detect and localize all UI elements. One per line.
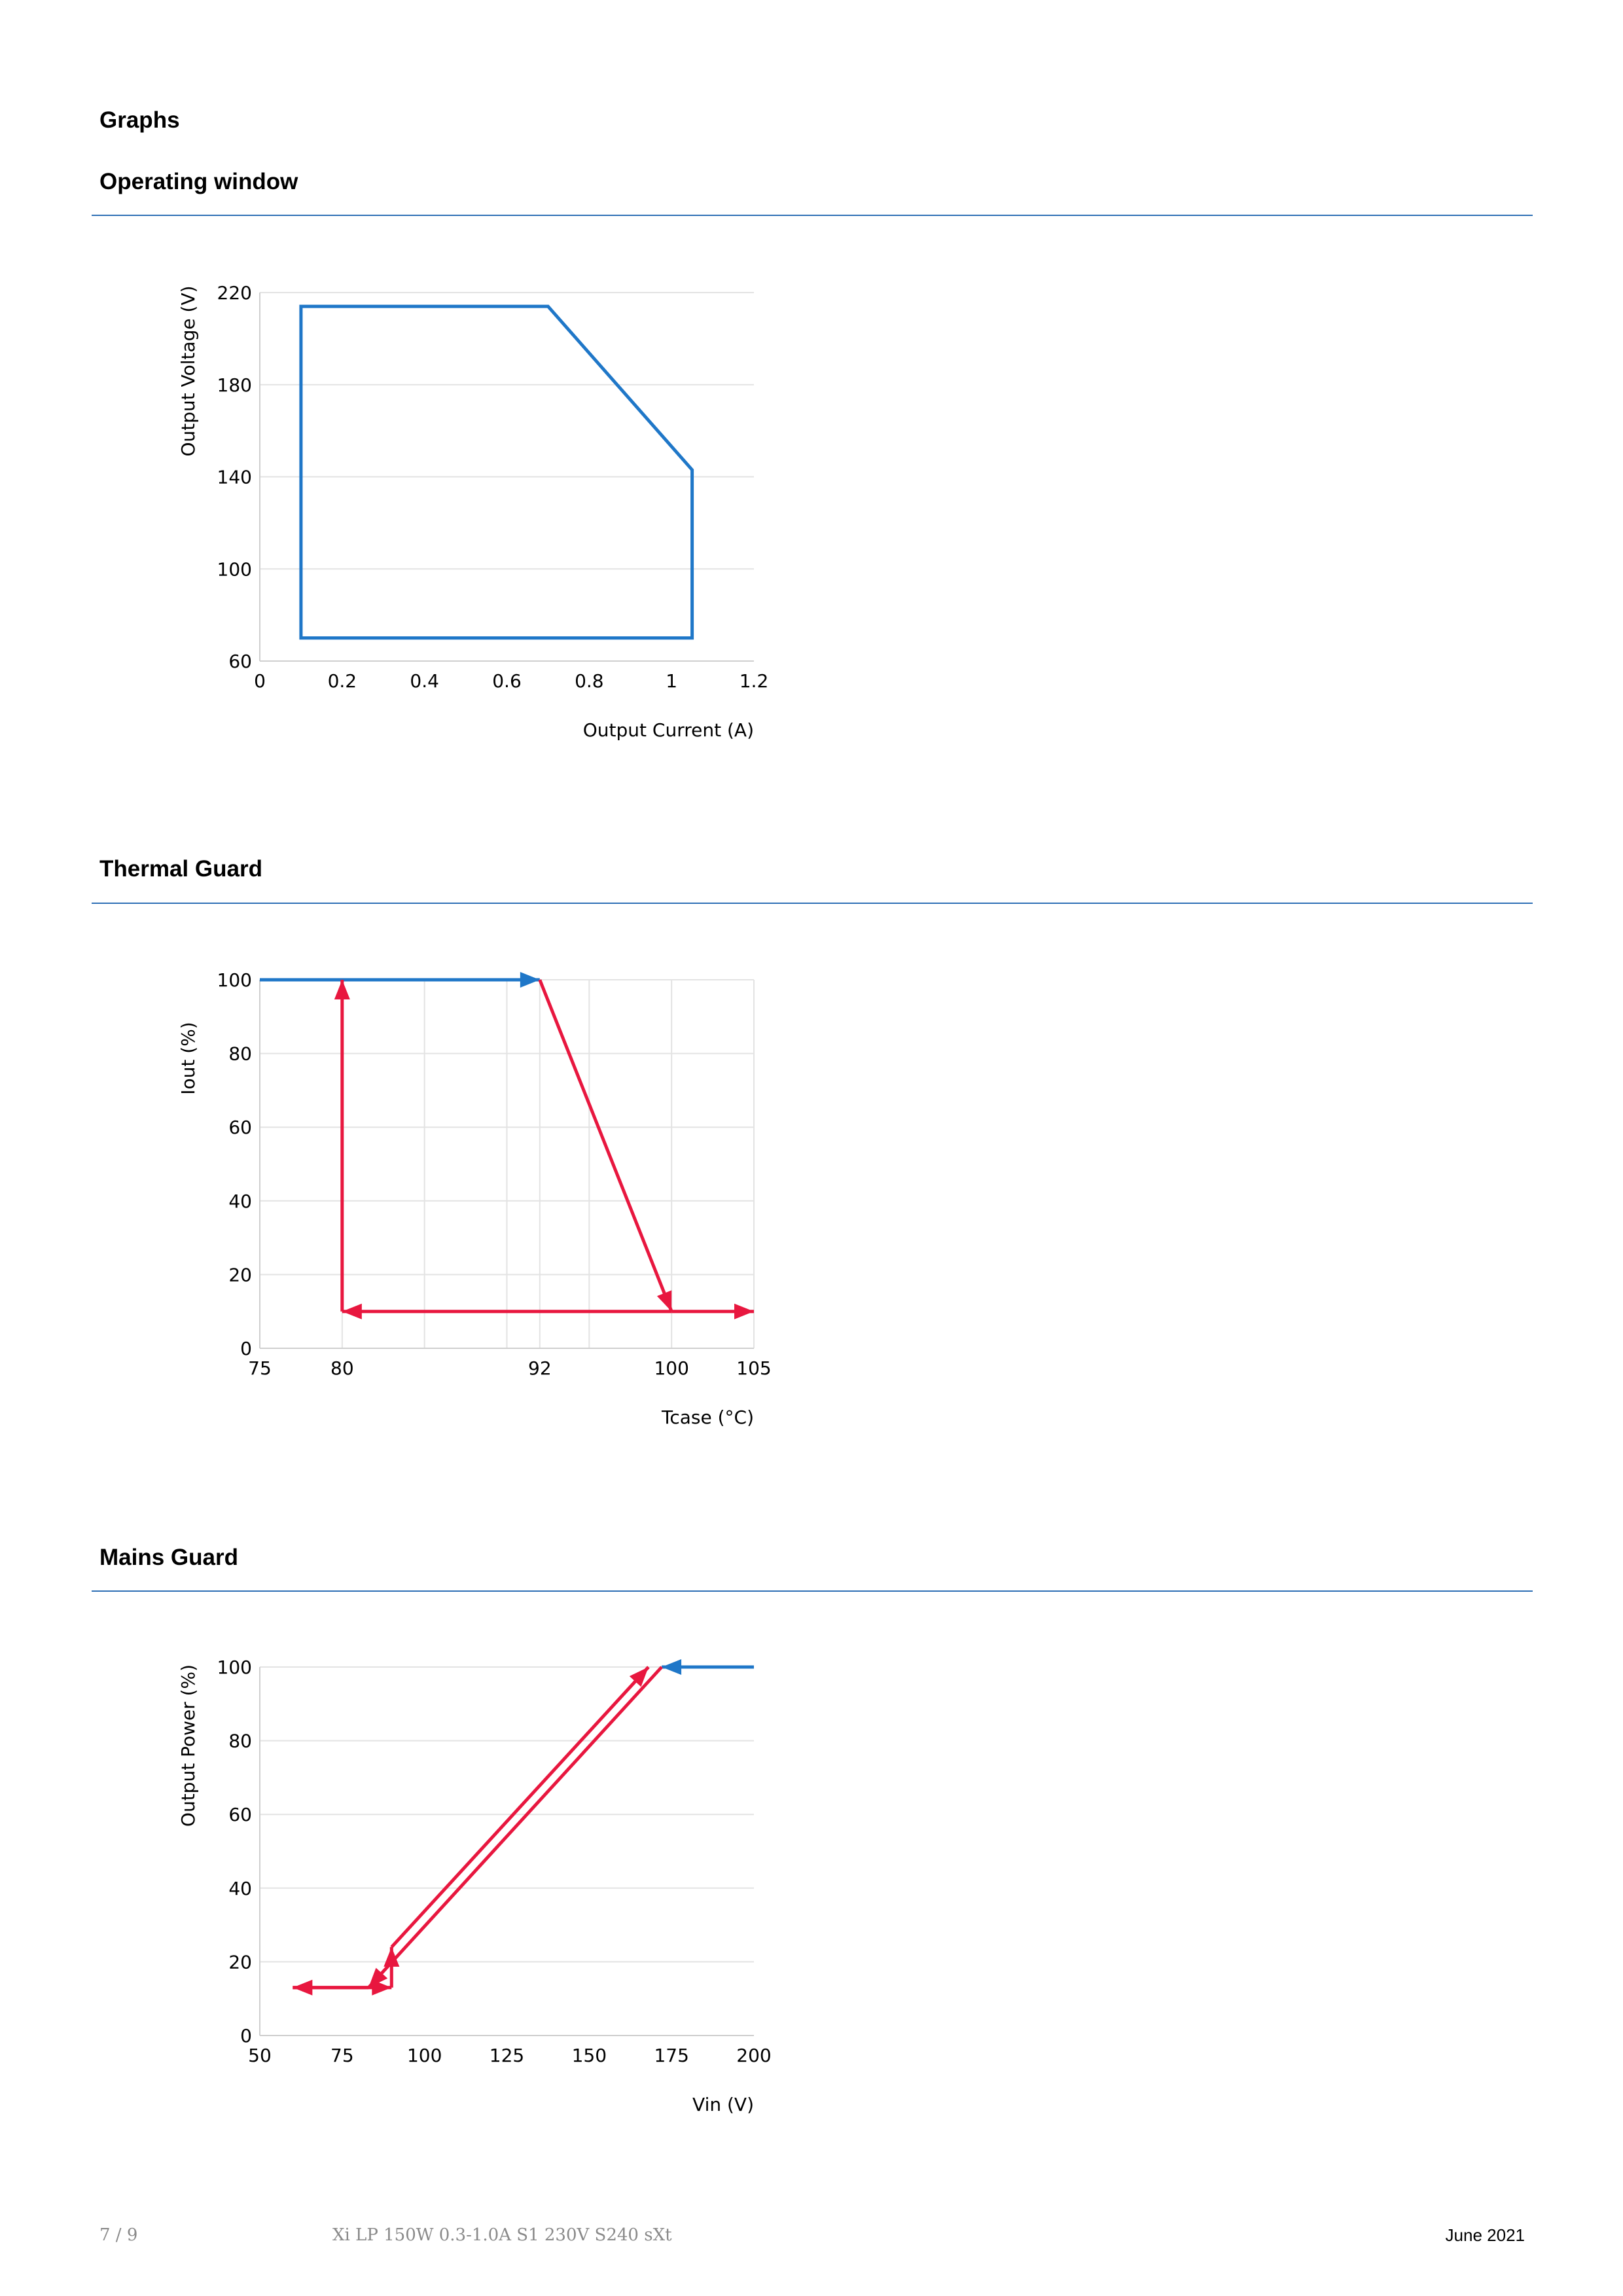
- thermal-guard-chart: 0 20 40 60 80 100 75 80 92 100 105 Tcase (°C) Iout (…: [177, 969, 772, 1428]
- x-axis-title: Tcase (°C): [661, 1407, 754, 1428]
- series-line: [367, 1666, 663, 1989]
- y-tick-label: 140: [217, 467, 252, 488]
- section-divider: [92, 1590, 1533, 1592]
- y-tick-label: 40: [228, 1878, 252, 1899]
- series-line: [538, 979, 673, 1312]
- x-tick-label: 0.2: [328, 670, 357, 692]
- arrowhead: [372, 1979, 392, 1996]
- series-line: [390, 1666, 650, 1948]
- x-tick-label: 75: [330, 2045, 354, 2066]
- x-tick-label: 92: [528, 1357, 552, 1379]
- y-axis-title: Output Power (%): [177, 1664, 199, 1827]
- x-axis-title: Vin (V): [692, 2094, 754, 2115]
- arrowhead: [734, 1303, 754, 1319]
- publication-date: June 2021: [1445, 2225, 1525, 2245]
- y-tick-label: 60: [228, 1804, 252, 1825]
- arrowhead: [334, 980, 350, 999]
- y-tick-label: 0: [240, 1338, 252, 1359]
- product-name: Xi LP 150W 0.3-1.0A S1 230V S240 sXt: [332, 2225, 672, 2245]
- arrowhead: [520, 972, 540, 988]
- arrowhead: [662, 1659, 682, 1675]
- x-tick-label: 75: [248, 1357, 272, 1379]
- x-tick-label: 0.6: [492, 670, 522, 692]
- y-tick-label: 0: [240, 2025, 252, 2047]
- x-tick-label: 50: [248, 2045, 272, 2066]
- y-tick-label: 100: [217, 558, 252, 580]
- thermal-guard-heading: Thermal Guard: [99, 856, 262, 882]
- x-tick-label: 100: [654, 1357, 688, 1379]
- x-axis-title: Output Current (A): [583, 719, 754, 741]
- mains-guard-chart: 0 20 40 60 80 100 50 75 100 125 150 175 200 Vin (V) Ou…: [177, 1657, 772, 2115]
- y-tick-label: 80: [228, 1043, 252, 1065]
- x-tick-label: 1: [666, 670, 677, 692]
- y-tick-label: 60: [228, 651, 252, 672]
- section-divider: [92, 215, 1533, 216]
- page-number: 7 / 9: [99, 2225, 138, 2245]
- y-tick-label: 100: [217, 969, 252, 991]
- y-tick-label: 60: [228, 1117, 252, 1138]
- x-tick-label: 175: [654, 2045, 688, 2066]
- section-divider: [92, 903, 1533, 904]
- y-tick-label: 180: [217, 374, 252, 396]
- operating-window-chart: 60 100 140 180 220 0 0.2 0.4 0.6 0.8 1 1.2 Output Cu…: [177, 282, 769, 741]
- mains-guard-heading: Mains Guard: [99, 1545, 238, 1570]
- arrowhead: [342, 1303, 362, 1319]
- operating-window-heading: Operating window: [99, 169, 298, 194]
- y-tick-label: 100: [217, 1657, 252, 1678]
- x-tick-label: 80: [330, 1357, 354, 1379]
- x-tick-label: 105: [736, 1357, 771, 1379]
- y-axis-title: Iout (%): [177, 1022, 199, 1094]
- x-tick-label: 0: [254, 670, 266, 692]
- x-tick-label: 150: [572, 2045, 607, 2066]
- x-tick-label: 100: [407, 2045, 442, 2066]
- y-tick-label: 40: [228, 1191, 252, 1212]
- section-title: Graphs: [99, 107, 180, 133]
- x-tick-label: 125: [490, 2045, 524, 2066]
- x-tick-label: 0.8: [575, 670, 604, 692]
- x-tick-label: 200: [736, 2045, 771, 2066]
- arrowhead: [656, 1290, 672, 1312]
- y-axis-title: Output Voltage (V): [177, 285, 199, 456]
- y-tick-label: 80: [228, 1731, 252, 1752]
- y-tick-label: 220: [217, 282, 252, 304]
- arrowhead: [383, 1946, 400, 1967]
- x-tick-label: 0.4: [410, 670, 439, 692]
- y-tick-label: 20: [228, 1951, 252, 1973]
- y-tick-label: 20: [228, 1264, 252, 1285]
- arrowhead: [629, 1667, 649, 1687]
- series-line: [299, 304, 694, 640]
- x-tick-label: 1.2: [740, 670, 769, 692]
